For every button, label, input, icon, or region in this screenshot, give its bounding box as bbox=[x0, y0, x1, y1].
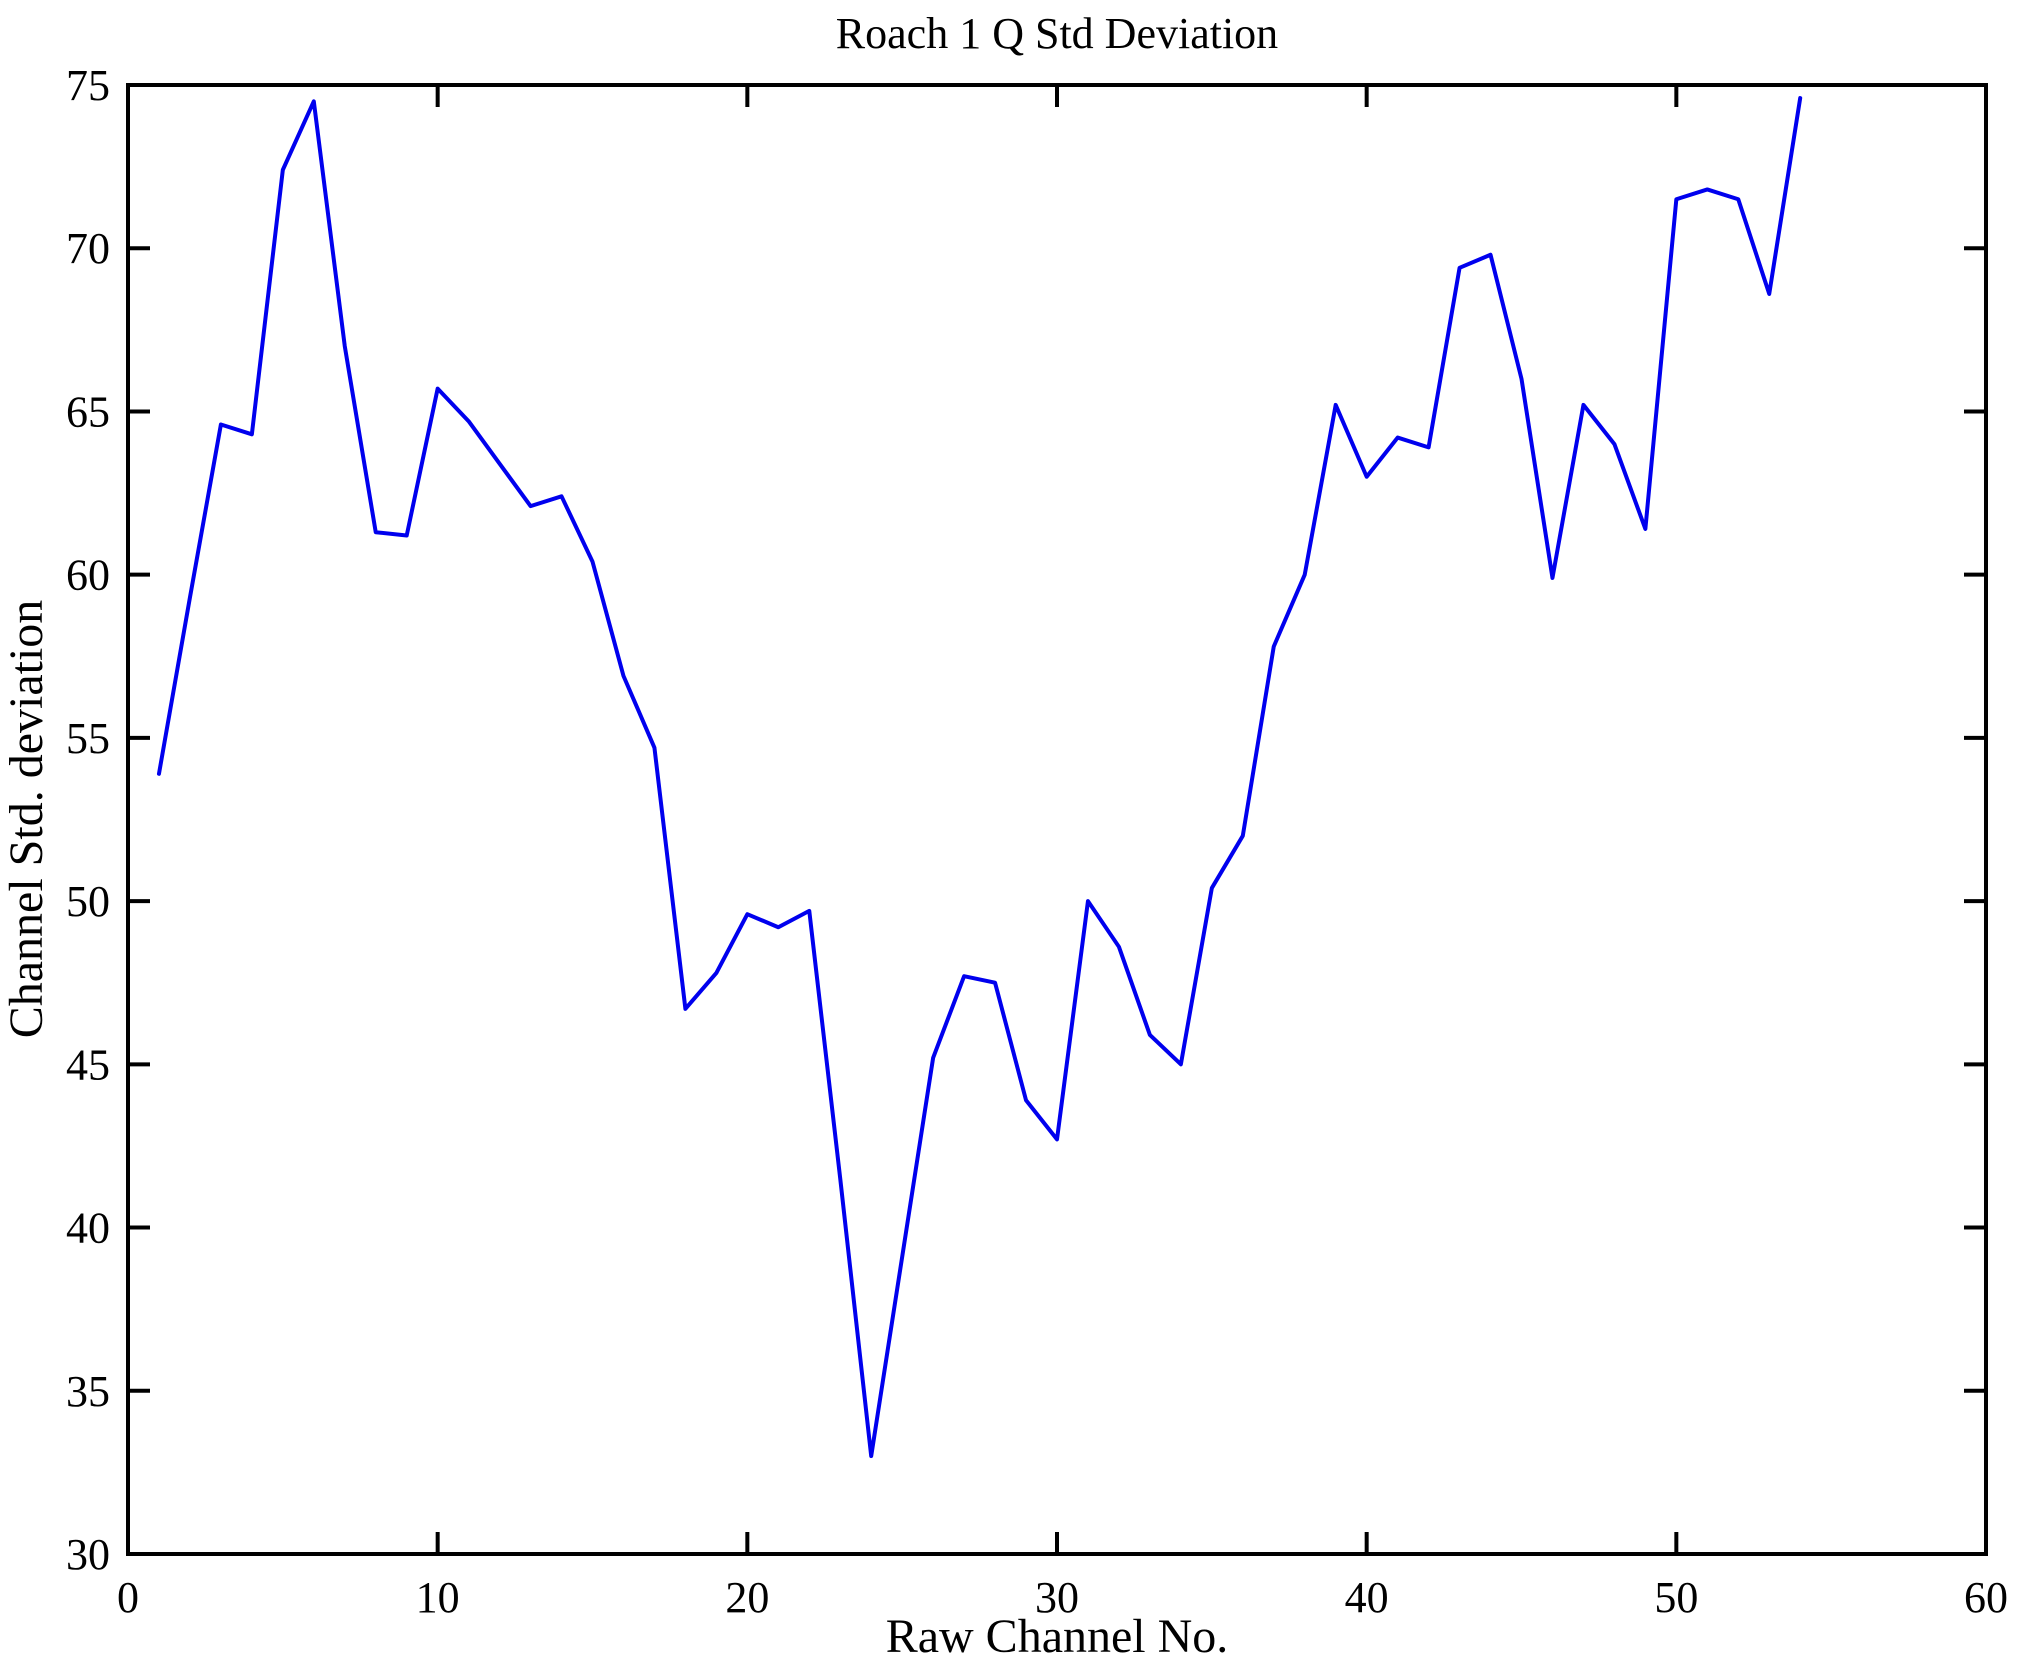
y-tick-label: 70 bbox=[66, 224, 110, 273]
y-tick-label: 75 bbox=[66, 61, 110, 110]
y-tick-label: 30 bbox=[66, 1530, 110, 1579]
y-tick-label: 35 bbox=[66, 1367, 110, 1416]
x-tick-label: 0 bbox=[117, 1573, 139, 1622]
x-tick-label: 30 bbox=[1035, 1573, 1079, 1622]
y-tick-label: 45 bbox=[66, 1040, 110, 1089]
y-tick-label: 55 bbox=[66, 714, 110, 763]
x-axis-label: Raw Channel No. bbox=[886, 1610, 1229, 1663]
y-tick-label: 65 bbox=[66, 387, 110, 436]
chart-title: Roach 1 Q Std Deviation bbox=[836, 9, 1278, 58]
x-tick-label: 60 bbox=[1964, 1573, 2008, 1622]
x-tick-label: 10 bbox=[416, 1573, 460, 1622]
y-axis-label: Channel Std. deviation bbox=[0, 600, 53, 1039]
x-tick-label: 20 bbox=[725, 1573, 769, 1622]
x-tick-label: 40 bbox=[1345, 1573, 1389, 1622]
plot-area bbox=[126, 83, 1988, 1556]
x-tick-labels: 0 10 20 30 40 50 60 bbox=[117, 1573, 2008, 1622]
y-tick-label: 40 bbox=[66, 1204, 110, 1253]
y-tick-labels: 30 35 40 45 50 55 60 65 70 75 bbox=[66, 61, 110, 1579]
x-tick-label: 50 bbox=[1654, 1573, 1698, 1622]
data-line bbox=[156, 96, 1803, 1459]
axis-ticks bbox=[126, 83, 1988, 1556]
y-tick-label: 60 bbox=[66, 551, 110, 600]
y-tick-label: 50 bbox=[66, 877, 110, 926]
